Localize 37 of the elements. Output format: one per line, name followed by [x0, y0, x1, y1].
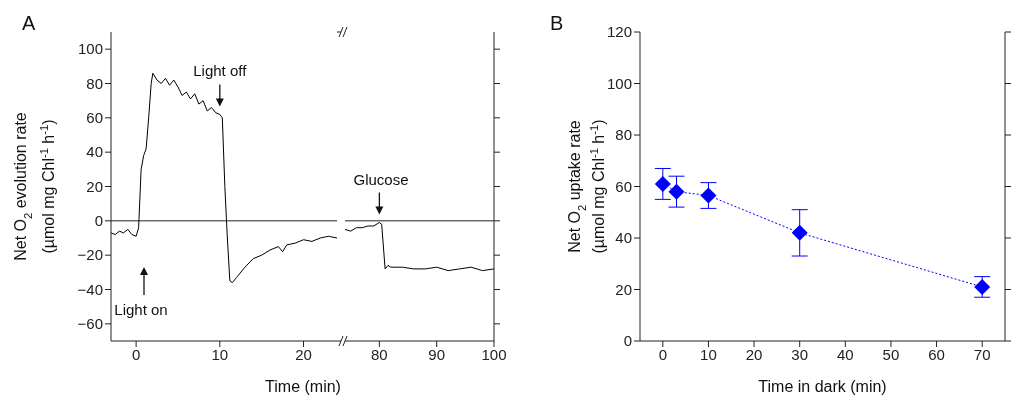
y-tick-label: 80 — [615, 126, 632, 144]
annotation: Glucose — [353, 170, 409, 188]
x-tick-label: 60 — [928, 345, 945, 363]
y-tick-label: 60 — [615, 177, 632, 195]
x-tick-label: 20 — [295, 345, 312, 363]
x-axis-title: Time (min) — [265, 378, 341, 395]
x-tick-label: 0 — [658, 345, 667, 363]
y-tick-label: 40 — [86, 143, 103, 161]
x-tick-label: 50 — [882, 345, 900, 363]
x-tick-label: 20 — [745, 345, 763, 363]
x-tick-label: 10 — [211, 345, 229, 363]
x-tick-label: 90 — [428, 345, 446, 363]
y-tick-label: 20 — [86, 177, 103, 195]
x-tick-label: 0 — [131, 345, 141, 363]
x-tick-label: 40 — [836, 345, 854, 363]
y-tick-label: 100 — [606, 74, 632, 92]
y-tick-label: 60 — [86, 109, 103, 127]
annotation: Light on — [114, 301, 168, 318]
x-tick-label: 80 — [371, 345, 388, 363]
y-tick-label: −60 — [77, 315, 103, 333]
y-tick-label: 100 — [77, 40, 103, 58]
y-tick-label: 40 — [615, 229, 632, 247]
y-tick-label: 120 — [606, 23, 632, 41]
y-tick-label: 0 — [623, 332, 632, 350]
y-tick-label: 80 — [86, 74, 103, 92]
x-axis-title: Time in dark (min) — [758, 378, 887, 395]
x-tick-label: 10 — [700, 345, 717, 363]
y-tick-label: 0 — [94, 212, 103, 230]
y-tick-label: −40 — [77, 280, 103, 298]
x-tick-label: 100 — [481, 345, 507, 363]
chart-title: B — [550, 12, 564, 34]
y-tick-label: 20 — [615, 280, 632, 298]
chart-title: A — [22, 12, 36, 34]
x-tick-label: 30 — [791, 345, 809, 363]
x-tick-label: 70 — [973, 345, 991, 363]
annotation: Light off — [193, 62, 248, 80]
y-tick-label: −20 — [77, 246, 103, 264]
